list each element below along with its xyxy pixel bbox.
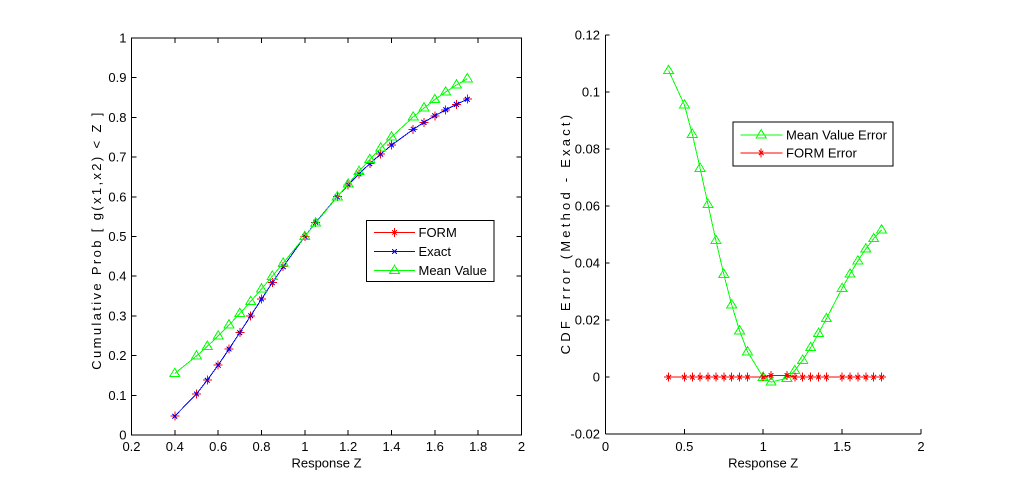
svg-text:0.6: 0.6 [209,439,227,454]
svg-text:0.8: 0.8 [108,110,126,125]
svg-text:0.7: 0.7 [108,150,126,165]
svg-text:0.1: 0.1 [108,388,126,403]
svg-text:1.6: 1.6 [426,439,444,454]
svg-text:0.4: 0.4 [166,439,184,454]
svg-text:2: 2 [518,439,525,454]
svg-text:FORM: FORM [419,225,457,240]
svg-text:1: 1 [301,439,308,454]
svg-text:CDF Error (Method - Exact): CDF Error (Method - Exact) [558,112,573,355]
svg-text:0.3: 0.3 [108,308,126,323]
svg-text:0.1: 0.1 [582,85,600,100]
svg-text:0.9: 0.9 [108,70,126,85]
svg-text:0.04: 0.04 [575,256,600,271]
svg-text:0.6: 0.6 [108,189,126,204]
svg-text:0.12: 0.12 [575,28,600,43]
svg-text:0: 0 [119,428,126,443]
svg-text:-0.02: -0.02 [570,427,600,442]
svg-text:Response Z: Response Z [728,456,798,471]
svg-text:0.5: 0.5 [108,229,126,244]
svg-text:1.2: 1.2 [339,439,357,454]
svg-text:0.2: 0.2 [122,439,140,454]
svg-text:Mean Value: Mean Value [419,263,487,278]
svg-text:Exact: Exact [419,244,452,259]
svg-text:1.8: 1.8 [469,439,487,454]
svg-text:1: 1 [760,439,767,454]
svg-text:1.5: 1.5 [833,439,851,454]
svg-text:0: 0 [602,439,609,454]
svg-text:2: 2 [917,439,924,454]
svg-text:Cumulative Prob [ g(x1,x2) < Z: Cumulative Prob [ g(x1,x2) < Z ] [89,110,104,369]
svg-text:0.5: 0.5 [675,439,693,454]
svg-text:1: 1 [119,31,126,46]
svg-text:0: 0 [593,370,600,385]
svg-text:0.08: 0.08 [575,142,600,157]
svg-text:0.02: 0.02 [575,313,600,328]
svg-text:0.4: 0.4 [108,269,126,284]
svg-text:1.4: 1.4 [382,439,400,454]
svg-text:0.06: 0.06 [575,199,600,214]
svg-text:0.8: 0.8 [252,439,270,454]
svg-text:Mean Value Error: Mean Value Error [786,127,888,142]
svg-text:0.2: 0.2 [108,348,126,363]
svg-text:Response Z: Response Z [291,456,361,471]
svg-text:FORM Error: FORM Error [786,145,857,160]
